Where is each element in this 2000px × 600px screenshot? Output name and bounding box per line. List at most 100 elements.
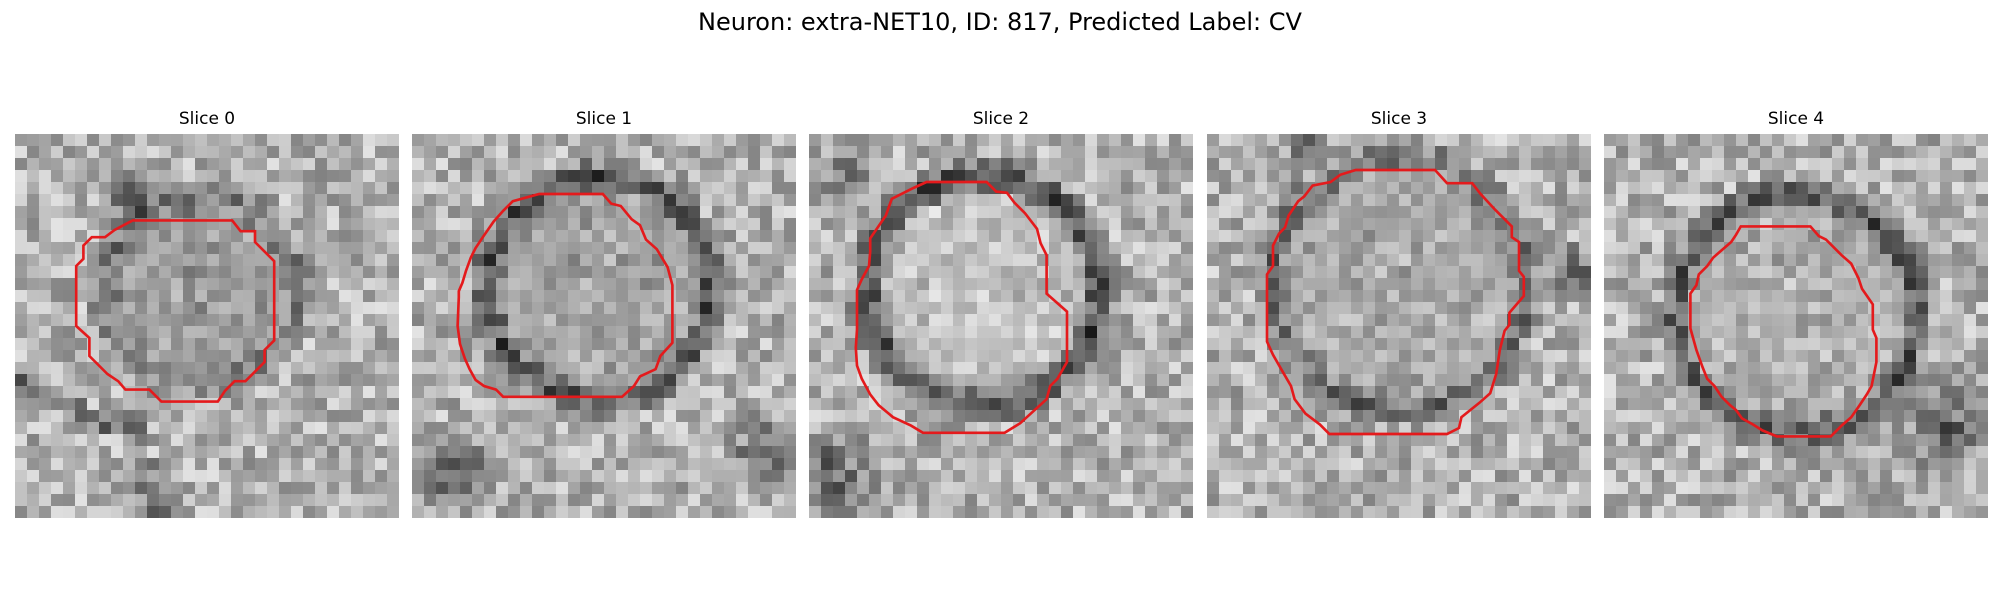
pixel <box>736 170 749 183</box>
pixel <box>1399 254 1412 267</box>
pixel <box>1531 290 1544 303</box>
pixel <box>1579 134 1591 147</box>
pixel <box>135 242 148 255</box>
pixel <box>51 182 64 195</box>
pixel <box>1604 326 1617 339</box>
pixel <box>1423 206 1436 219</box>
pixel <box>1231 218 1244 231</box>
pixel <box>1676 398 1689 411</box>
pixel <box>977 266 990 279</box>
pixel <box>267 374 280 387</box>
pixel <box>1928 350 1941 363</box>
pixel <box>1037 182 1050 195</box>
pixel <box>772 302 785 315</box>
pixel <box>893 458 906 471</box>
pixel <box>63 230 76 243</box>
pixel <box>243 290 256 303</box>
pixel <box>339 314 352 327</box>
pixel <box>1604 458 1617 471</box>
pixel <box>1748 326 1761 339</box>
pixel <box>1327 194 1340 207</box>
pixel <box>1904 338 1917 351</box>
pixel <box>724 314 737 327</box>
pixel <box>1255 254 1268 267</box>
pixel <box>1628 338 1641 351</box>
pixel <box>1447 266 1460 279</box>
pixel <box>1760 290 1773 303</box>
pixel <box>231 410 244 423</box>
pixel <box>99 326 112 339</box>
pixel <box>628 494 641 507</box>
pixel <box>520 410 533 423</box>
pixel <box>315 158 328 171</box>
pixel <box>821 290 834 303</box>
pixel <box>580 134 593 147</box>
pixel <box>580 254 593 267</box>
pixel <box>929 278 942 291</box>
pixel <box>1507 506 1520 518</box>
pixel <box>111 422 124 435</box>
pixel <box>1267 398 1280 411</box>
pixel <box>760 374 773 387</box>
pixel <box>496 194 509 207</box>
pixel <box>1904 158 1917 171</box>
pixel <box>784 350 796 363</box>
pixel <box>327 422 340 435</box>
pixel <box>448 506 461 518</box>
pixel <box>1604 134 1617 147</box>
pixel <box>508 302 521 315</box>
pixel <box>616 506 629 518</box>
pixel <box>27 446 40 459</box>
pixel <box>616 410 629 423</box>
pixel <box>580 446 593 459</box>
pixel <box>1892 242 1905 255</box>
pixel <box>1712 422 1725 435</box>
pixel <box>977 350 990 363</box>
pixel <box>1085 374 1098 387</box>
pixel <box>821 170 834 183</box>
pixel <box>1724 410 1737 423</box>
pixel <box>1688 230 1701 243</box>
pixel <box>1712 194 1725 207</box>
pixel <box>1145 350 1158 363</box>
pixel <box>267 482 280 495</box>
pixel <box>1640 182 1653 195</box>
pixel <box>688 506 701 518</box>
pixel <box>375 458 388 471</box>
pixel <box>1868 350 1881 363</box>
pixel <box>1531 146 1544 159</box>
pixel <box>75 146 88 159</box>
pixel <box>748 134 761 147</box>
pixel <box>652 386 665 399</box>
pixel <box>231 482 244 495</box>
pixel <box>1964 410 1977 423</box>
pixel <box>1447 446 1460 459</box>
pixel <box>556 506 569 518</box>
pixel <box>15 446 28 459</box>
pixel <box>436 266 449 279</box>
pixel <box>1157 302 1170 315</box>
pixel <box>291 254 304 267</box>
pixel <box>1085 158 1098 171</box>
pixel <box>496 482 509 495</box>
pixel <box>1459 218 1472 231</box>
pixel <box>772 386 785 399</box>
pixel <box>1399 182 1412 195</box>
pixel <box>267 410 280 423</box>
pixel <box>1423 230 1436 243</box>
pixel <box>772 350 785 363</box>
pixel <box>1579 446 1591 459</box>
pixel <box>75 398 88 411</box>
pixel <box>231 494 244 507</box>
pixel <box>652 278 665 291</box>
pixel <box>1061 278 1074 291</box>
pixel <box>1411 494 1424 507</box>
pixel <box>905 194 918 207</box>
pixel <box>27 158 40 171</box>
pixel <box>123 482 136 495</box>
pixel <box>1255 170 1268 183</box>
pixel <box>1904 410 1917 423</box>
pixel <box>616 290 629 303</box>
pixel <box>111 482 124 495</box>
pixel <box>1435 290 1448 303</box>
